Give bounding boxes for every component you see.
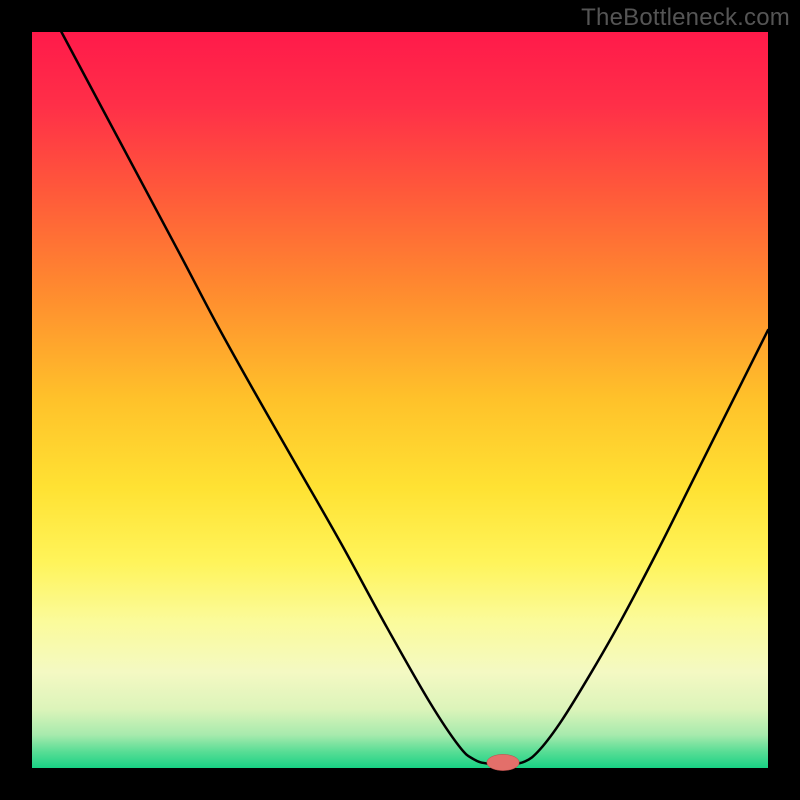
bottleneck-chart [0,0,800,800]
chart-container: TheBottleneck.com [0,0,800,800]
watermark-text: TheBottleneck.com [581,4,790,32]
optimal-point-marker [487,754,519,770]
plot-background-gradient [32,32,768,768]
